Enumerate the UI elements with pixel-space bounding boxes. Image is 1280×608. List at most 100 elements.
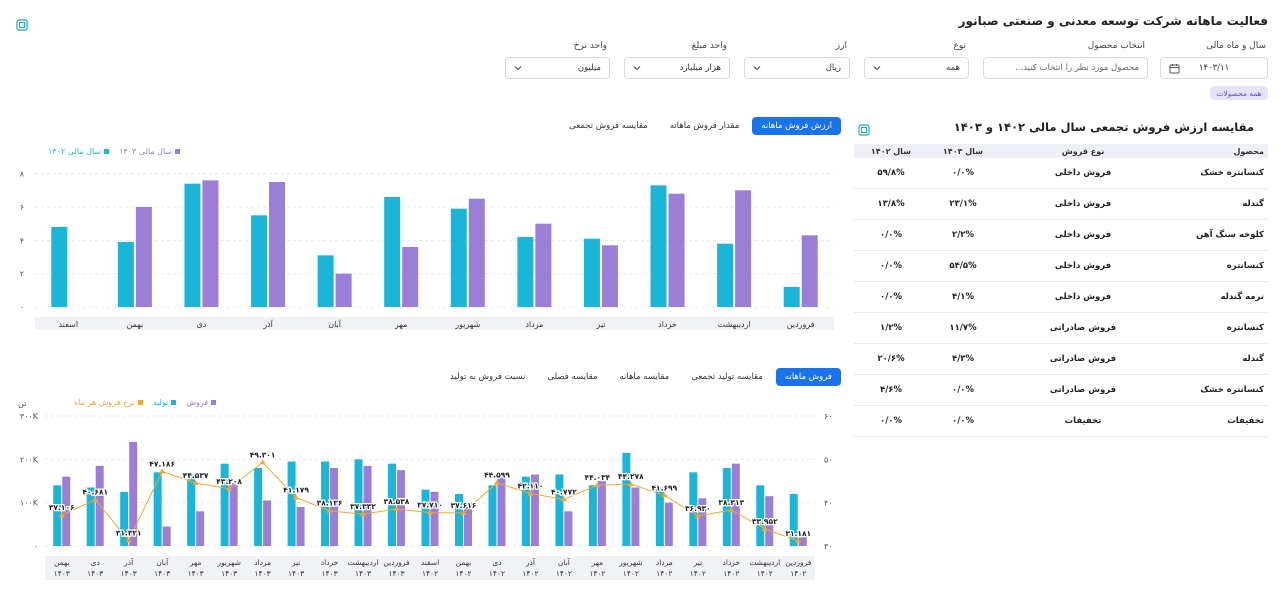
- y-tick-label: ۴: [20, 236, 24, 245]
- table-cell: تخفیفات: [1064, 416, 1102, 426]
- legend-label-1402: سال مالی ۱۴۰۲: [48, 147, 102, 156]
- x-tick-label-month: بهمن: [54, 558, 70, 567]
- x-tick-label: شهریور: [454, 320, 480, 329]
- table-title: مقایسه ارزش فروش تجمعی سال مالی ۱۴۰۲ و ۱…: [953, 120, 1254, 134]
- rate-point: [594, 482, 601, 488]
- amount-unit-select[interactable]: هزار میلیارد: [624, 57, 730, 79]
- rate-data-label: ۴۱.۶۹۹: [651, 483, 677, 492]
- bar-production: [655, 487, 664, 546]
- table-cell: نرمه گندله: [1220, 292, 1264, 302]
- table-row: کنسانتره خشک فروش داخلی ۰/۰% ۵۹/۸%: [854, 158, 1268, 189]
- bar-1402: [517, 237, 534, 307]
- x-tick-label-month: فروردین: [785, 558, 812, 567]
- chevron-down-icon: [633, 66, 641, 71]
- bar-sales: [229, 483, 238, 546]
- tab-cumulative-production[interactable]: مقایسه تولید تجمعی: [691, 372, 763, 382]
- x-tick-label: اردیبهشت: [718, 320, 751, 329]
- tab-monthly-comparison[interactable]: مقایسه ماهانه: [619, 372, 670, 382]
- bar-sales: [162, 526, 171, 546]
- bar-sales: [497, 474, 506, 546]
- table-cell: ۴/۱%: [952, 292, 974, 302]
- table-cell: کنسانتره خشک: [1200, 385, 1264, 395]
- rate-data-label: ۴۱.۱۷۹: [283, 486, 309, 495]
- x-tick-label: تیر: [595, 320, 605, 329]
- x-tick-label-month: اردیبهشت: [348, 558, 379, 567]
- rate-point: [560, 496, 567, 502]
- type-select[interactable]: همه: [864, 57, 969, 79]
- currency-select[interactable]: ریال: [744, 57, 850, 79]
- bar-1402: [783, 287, 800, 307]
- bar-production: [756, 485, 765, 546]
- rate-point: [493, 479, 500, 485]
- x-tick-label-month: دی: [91, 558, 100, 567]
- rate-data-label: ۳۳.۹۵۲: [752, 517, 778, 526]
- y-tick-label: ۲: [20, 270, 24, 279]
- bar-production: [321, 461, 330, 546]
- bar-production: [254, 468, 263, 546]
- y-left-tick-label: ۱۰۰K: [20, 499, 39, 508]
- x-tick-label-month: اسفند: [421, 558, 439, 567]
- currency-label: ارز: [835, 41, 847, 51]
- table-export-icon[interactable]: [858, 121, 870, 136]
- rate-unit-select[interactable]: میلیون: [505, 57, 610, 79]
- tab-monthly-sales-quantity[interactable]: مقدار فروش ماهانه: [669, 121, 740, 131]
- table-row: کلوخه سنگ آهن فروش داخلی ۲/۲% ۰/۰%: [854, 220, 1268, 251]
- x-tick-label-month: مهر: [189, 558, 202, 567]
- all-products-chip[interactable]: همه محصولات: [1210, 86, 1268, 100]
- x-tick-label-year: ۱۴۰۳: [388, 569, 404, 578]
- x-tick-label-year: ۱۴۰۲: [556, 569, 572, 578]
- tab-sales-to-production[interactable]: نسبت فروش به تولید: [449, 372, 526, 382]
- x-tick-label-year: ۱۴۰۳: [188, 569, 204, 578]
- table-cell: ۵۴/۵%: [949, 261, 977, 271]
- rate-data-label: ۴۴.۰۳۴: [585, 473, 611, 482]
- tab-cumulative-sales[interactable]: مقایسه فروش تجمعی: [569, 121, 648, 131]
- x-tick-label-year: ۱۴۰۳: [154, 569, 170, 578]
- year-month-field[interactable]: ۱۴۰۳/۱۱: [1160, 57, 1268, 79]
- bar-sales: [397, 470, 406, 546]
- bar-production: [86, 487, 95, 546]
- product-select[interactable]: محصول مورد نظر را انتخاب کنید...: [983, 57, 1148, 79]
- bar-1402: [51, 227, 68, 307]
- legend-item-sales[interactable]: فروش: [186, 398, 217, 407]
- x-tick-label-year: ۱۴۰۳: [54, 569, 70, 578]
- bar-production: [722, 468, 731, 546]
- table-row: نرمه گندله فروش داخلی ۴/۱% ۰/۰%: [854, 282, 1268, 313]
- x-tick-label-year: ۱۴۰۲: [422, 569, 438, 578]
- rate-point: [694, 512, 701, 518]
- table-cell: ۰/۰%: [952, 168, 974, 178]
- x-tick-label-month: آبان: [156, 557, 169, 567]
- x-tick-label: دی: [197, 320, 207, 329]
- legend-item-production[interactable]: تولید: [153, 398, 177, 407]
- legend-item-1402[interactable]: سال مالی ۱۴۰۲: [48, 147, 110, 156]
- rate-point: [527, 490, 534, 496]
- x-tick-label: مهر: [394, 320, 407, 329]
- rate-point: [293, 494, 300, 500]
- bar-production: [354, 459, 363, 546]
- bar-sales: [731, 463, 740, 546]
- bar-production: [588, 485, 597, 546]
- x-tick-label: آبان: [328, 319, 342, 329]
- x-tick-label-year: ۱۴۰۳: [322, 569, 338, 578]
- bar-1402: [184, 183, 201, 307]
- rate-point: [627, 481, 634, 487]
- table-row: کنسانتره خشک فروش صادراتی ۰/۰% ۴/۶%: [854, 375, 1268, 406]
- bar-production: [521, 476, 530, 546]
- tab-monthly-sales[interactable]: فروش ماهانه: [775, 368, 841, 386]
- rate-data-label: ۳۸.۳۱۳: [718, 498, 744, 507]
- monthly-sales-production-chart: ۰ ۱۰۰K ۲۰۰K ۳۰۰K ۳۰ ۴۰ ۵۰ ۶۰ فروردین ۱۴۰۲ اردیبهشت…: [20, 412, 833, 580]
- y-tick-label: ۰: [20, 303, 24, 312]
- tab-seasonal-comparison[interactable]: مقایسه فصلی: [547, 372, 598, 382]
- legend-item-1403[interactable]: سال مالی ۱۴۰۳: [119, 147, 181, 156]
- tab-monthly-sales-value[interactable]: ارزش فروش ماهانه: [752, 117, 841, 135]
- x-tick-label-year: ۱۴۰۳: [255, 569, 271, 578]
- rate-data-label: ۳۷.۱۰۶: [49, 503, 75, 512]
- export-icon[interactable]: [16, 16, 28, 31]
- rate-data-label: ۳۷.۳۳۲: [350, 502, 376, 511]
- x-tick-label-year: ۱۴۰۲: [455, 569, 471, 578]
- x-tick-label-year: ۱۴۰۳: [121, 569, 137, 578]
- y-right-tick-label: ۳۰: [824, 542, 833, 551]
- rate-data-label: ۳۱.۱۸۱: [785, 529, 811, 538]
- legend-item-rate[interactable]: نرخ فروش هر ماه: [74, 398, 143, 407]
- x-tick-label: فروردین: [787, 320, 815, 329]
- table-cell: فروش داخلی: [1054, 168, 1112, 178]
